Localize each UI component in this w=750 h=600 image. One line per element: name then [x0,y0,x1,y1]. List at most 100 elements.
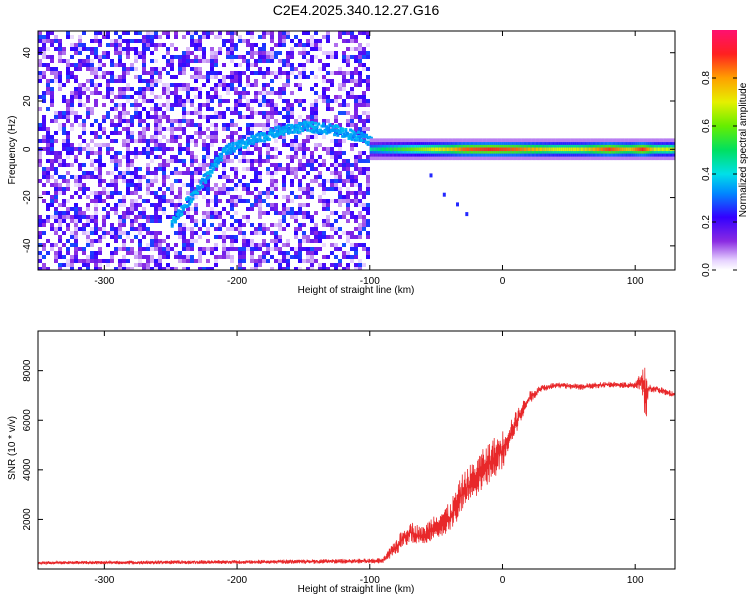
heatmap-cell [178,123,182,127]
heatmap-cell [42,127,46,131]
heatmap-cell [178,179,182,183]
heatmap-cell [275,129,279,133]
heatmap-cell [278,251,282,255]
heatmap-cell [46,171,50,175]
heatmap-cell [254,267,258,270]
heatmap-cell [350,71,354,75]
heatmap-cell [202,211,206,215]
heatmap-cell [226,31,230,35]
heatmap-cell [146,139,150,143]
heatmap-cell [266,67,270,71]
heatmap-cell [82,147,86,151]
heatmap-cell [318,171,322,175]
heatmap-cell [82,103,86,107]
heatmap-cell [202,35,206,39]
heatmap-cell [78,219,82,223]
heatmap-cell [342,87,346,91]
heatmap-cell [286,155,290,159]
heatmap-cell [202,167,206,171]
heatmap-cell [477,147,479,152]
heatmap-cell [122,95,126,99]
heatmap-cell [366,119,370,123]
heatmap-cell [106,243,110,247]
heatmap-cell [114,191,118,195]
heatmap-cell [302,99,306,103]
heatmap-cell [150,115,154,119]
heatmap-cell [304,123,308,127]
heatmap-cell [294,99,298,103]
heatmap-cell [334,119,338,123]
heatmap-cell [182,83,186,87]
heatmap-cell [388,147,390,152]
heatmap-cell [238,111,242,115]
heatmap-cell [298,187,302,191]
heatmap-cell [312,125,316,129]
heatmap-cell [202,31,206,35]
heatmap-cell [166,251,170,255]
heatmap-cell [218,99,222,103]
heatmap-cell [190,75,194,79]
heatmap-cell [186,143,190,147]
heatmap-cell [334,183,338,187]
heatmap-cell [238,135,242,139]
heatmap-cell [170,191,174,195]
heatmap-cell [230,267,234,270]
heatmap-cell [254,79,258,83]
heatmap-cell [50,135,54,139]
heatmap-cell [282,35,286,39]
heatmap-cell [174,135,178,139]
heatmap-cell [334,129,338,133]
heatmap-cell [358,95,362,99]
heatmap-cell [122,239,126,243]
heatmap-cell [162,247,166,251]
heatmap-cell [362,99,366,103]
heatmap-cell [342,83,346,87]
heatmap-cell [358,235,362,239]
heatmap-cell [98,67,102,71]
heatmap-cell [258,255,262,259]
heatmap-cell [142,107,146,111]
heatmap-cell [290,147,294,151]
heatmap-cell [114,79,118,83]
heatmap-cell [266,167,270,171]
heatmap-cell [242,187,246,191]
heatmap-cell [293,124,297,128]
heatmap-cell [38,59,42,63]
heatmap-cell [349,135,353,139]
heatmap-cell [274,183,278,187]
heatmap-cell [627,147,629,152]
heatmap-cell [286,103,290,107]
heatmap-cell [254,179,258,183]
heatmap-cell [94,39,98,43]
heatmap-cell [282,175,286,179]
heatmap-cell [667,147,669,152]
heatmap-cell [230,259,234,263]
heatmap-cell [193,191,196,195]
heatmap-cell [146,199,150,203]
heatmap-cell [315,125,319,129]
heatmap-cell [90,239,94,243]
heatmap-cell [182,235,186,239]
heatmap-cell [190,51,194,55]
heatmap-cell [315,129,319,132]
heatmap-cell [130,163,134,167]
heatmap-cell [190,111,194,115]
heatmap-cell [138,243,142,247]
heatmap-cell [513,147,515,152]
heatmap-cell [302,51,306,55]
heatmap-cell [234,31,238,35]
heatmap-cell [266,259,270,263]
heatmap-cell [354,115,358,119]
heatmap-cell [552,147,555,152]
heatmap-cell [222,159,226,163]
heatmap-cell [306,119,310,123]
heatmap-cell [238,247,242,251]
heatmap-cell [170,119,174,123]
heatmap-cell [274,203,278,207]
heatmap-cell [134,227,138,231]
heatmap-cell [258,71,262,75]
heatmap-cell [238,251,242,255]
heatmap-cell [210,187,214,191]
heatmap-cell [262,143,266,147]
heatmap-cell [275,134,279,138]
